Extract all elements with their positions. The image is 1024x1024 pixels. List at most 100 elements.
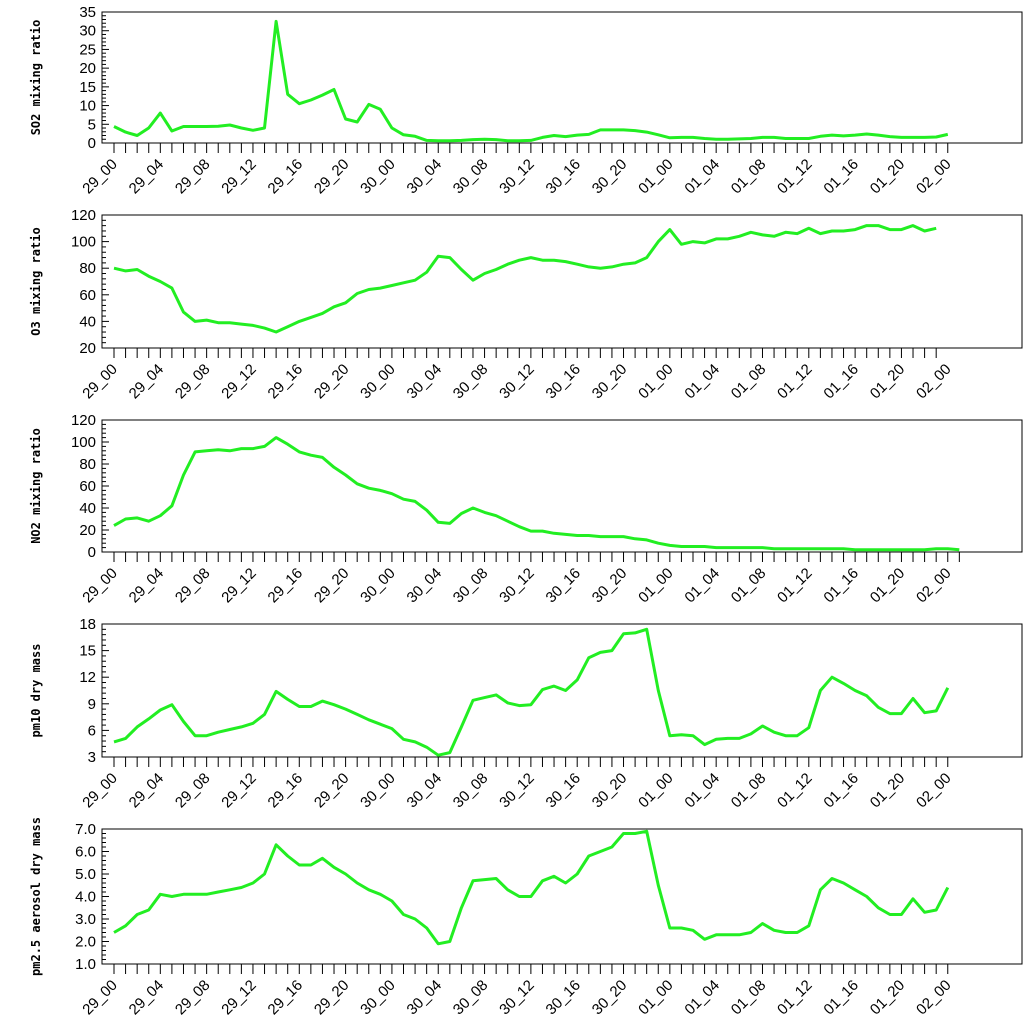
y-tick-label: 40 <box>79 313 96 330</box>
x-tick-label: 30_04 <box>404 565 446 607</box>
x-tick-label: 01_08 <box>728 361 770 403</box>
x-tick-label: 29_12 <box>218 977 260 1019</box>
x-tick-label: 01_00 <box>635 156 677 198</box>
x-tick-label: 01_04 <box>681 156 723 198</box>
x-tick-label: 29_04 <box>126 361 168 403</box>
x-tick-label: 01_16 <box>820 156 862 198</box>
x-tick-label: 30_20 <box>589 361 631 403</box>
y-tick-label: 5.0 <box>75 866 96 883</box>
x-tick-label: 01_20 <box>867 361 909 403</box>
x-tick-label: 29_00 <box>79 361 121 403</box>
x-tick-label: 30_20 <box>589 977 631 1019</box>
y-tick-label: 100 <box>71 434 96 451</box>
x-tick-label: 01_00 <box>635 770 677 812</box>
x-tick-label: 30_12 <box>496 565 538 607</box>
x-tick-label: 30_00 <box>357 156 399 198</box>
x-tick-label: 29_20 <box>311 565 353 607</box>
y-axis-label: pm10 dry mass <box>29 644 43 738</box>
x-tick-label: 01_20 <box>867 977 909 1019</box>
x-tick-label: 01_12 <box>774 361 816 403</box>
chart-panel-5: 1.0 2.0 3.0 4.0 5.0 6.0 7.0 pm2.5 aerosol dry m… <box>29 817 1023 1019</box>
y-tick-label: 6.0 <box>75 844 96 861</box>
x-tick-label: 01_16 <box>820 565 862 607</box>
x-tick-label: 29_04 <box>126 770 168 812</box>
x-tick-label: 01_08 <box>728 156 770 198</box>
plot-frame <box>101 419 1023 553</box>
series-line <box>113 829 950 946</box>
y-tick-label: 18 <box>79 616 96 633</box>
x-tick-label: 30_08 <box>450 770 492 812</box>
x-tick-label: 29_04 <box>126 156 168 198</box>
x-tick-label: 01_04 <box>681 977 723 1019</box>
x-tick-label: 29_04 <box>126 565 168 607</box>
x-tick-label: 01_16 <box>820 977 862 1019</box>
y-tick-label: 3 <box>88 749 96 766</box>
x-tick-label: 30_20 <box>589 565 631 607</box>
x-tick-label: 01_12 <box>774 565 816 607</box>
x-tick-label: 30_12 <box>496 977 538 1019</box>
x-tick-label: 29_16 <box>265 565 307 607</box>
x-tick-label: 01_12 <box>774 156 816 198</box>
x-tick-label: 01_00 <box>635 361 677 403</box>
x-tick-label: 01_00 <box>635 977 677 1019</box>
y-tick-label: 120 <box>71 412 96 429</box>
x-tick-label: 01_04 <box>681 361 723 403</box>
y-tick-label: 9 <box>88 696 96 713</box>
y-tick-label: 35 <box>79 4 96 21</box>
x-tick-label: 29_04 <box>126 977 168 1019</box>
x-tick-label: 30_16 <box>543 977 585 1019</box>
x-tick-label: 29_20 <box>311 156 353 198</box>
y-tick-label: 80 <box>79 260 96 277</box>
x-tick-label: 29_00 <box>79 565 121 607</box>
x-tick-label: 02_00 <box>913 156 955 198</box>
y-tick-label: 25 <box>79 41 96 58</box>
y-tick-label: 30 <box>79 23 96 40</box>
x-tick-label: 30_08 <box>450 361 492 403</box>
x-tick-label: 02_00 <box>913 770 955 812</box>
x-tick-label: 30_16 <box>543 361 585 403</box>
series-line <box>113 436 960 552</box>
plot-frame <box>101 828 1023 965</box>
x-tick-label: 29_08 <box>172 565 214 607</box>
x-tick-label: 30_04 <box>404 156 446 198</box>
x-tick-label: 30_00 <box>357 565 399 607</box>
x-tick-label: 30_08 <box>450 156 492 198</box>
x-tick-label: 30_00 <box>357 361 399 403</box>
y-axis-label: NO2 mixing ratio <box>29 428 43 544</box>
x-tick-label: 29_08 <box>172 156 214 198</box>
x-tick-label: 30_16 <box>543 565 585 607</box>
x-tick-label: 30_16 <box>543 156 585 198</box>
y-tick-label: 20 <box>79 60 96 77</box>
y-tick-label: 7.0 <box>75 821 96 838</box>
x-tick-label: 29_08 <box>172 770 214 812</box>
y-axis-label: SO2 mixing ratio <box>29 20 43 136</box>
y-tick-label: 15 <box>79 79 96 96</box>
y-tick-label: 20 <box>79 522 96 539</box>
x-tick-label: 01_20 <box>867 770 909 812</box>
x-tick-label: 29_16 <box>265 361 307 403</box>
x-tick-label: 29_12 <box>218 565 260 607</box>
x-tick-label: 29_12 <box>218 770 260 812</box>
x-tick-label: 30_00 <box>357 770 399 812</box>
x-tick-label: 30_04 <box>404 770 446 812</box>
x-tick-label: 01_16 <box>820 770 862 812</box>
x-tick-label: 29_00 <box>79 156 121 198</box>
x-tick-label: 02_00 <box>913 565 955 607</box>
x-tick-label: 01_08 <box>728 565 770 607</box>
x-tick-label: 29_12 <box>218 361 260 403</box>
x-tick-label: 30_04 <box>404 977 446 1019</box>
y-tick-label: 10 <box>79 98 96 115</box>
x-tick-label: 30_16 <box>543 770 585 812</box>
y-tick-label: 1.0 <box>75 956 96 973</box>
y-tick-label: 15 <box>79 643 96 660</box>
x-tick-label: 01_00 <box>635 565 677 607</box>
x-tick-label: 30_08 <box>450 565 492 607</box>
x-tick-label: 29_16 <box>265 156 307 198</box>
y-tick-label: 120 <box>71 207 96 224</box>
y-tick-label: 20 <box>79 340 96 357</box>
x-tick-label: 30_08 <box>450 977 492 1019</box>
series-line <box>113 19 949 143</box>
x-tick-label: 29_08 <box>172 361 214 403</box>
